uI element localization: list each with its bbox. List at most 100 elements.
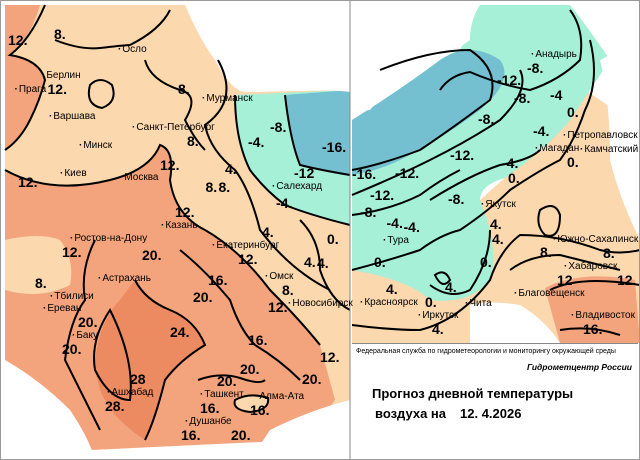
isotherm-label: 0. [567, 104, 579, 120]
city-label: Петропавловск [563, 130, 637, 141]
isotherm-label: -12 [294, 164, 315, 181]
white-south [5, 360, 95, 460]
white-polar [190, 5, 350, 92]
isotherm-label: 20. [193, 289, 213, 305]
isotherm-label: -4. [276, 195, 293, 211]
isotherm-label: 4. [432, 321, 444, 338]
isotherm-label: 8. [35, 275, 47, 291]
band-24-plus [95, 280, 205, 440]
isotherm-label: 4. [304, 254, 316, 270]
isotherm-label: 28 [130, 371, 146, 387]
isotherm-label: 4. [225, 161, 237, 177]
city-label: Красноярск [360, 297, 417, 308]
city-label: Хабаровск [564, 261, 617, 272]
city-label: Киев [60, 168, 86, 179]
isotherm-label: -12. [497, 72, 522, 88]
white-sea [470, 302, 560, 343]
isolines-right [351, 9, 640, 336]
city-label: Ереван [43, 303, 81, 314]
isotherm-label: 12. [175, 203, 195, 220]
isotherm-label: 8. [603, 244, 615, 261]
isotherm-label: 4. [492, 231, 504, 247]
city-label: Баку [72, 330, 98, 341]
forecast-date: 12. 4.2026 [460, 406, 522, 421]
city-label: Ростов-на-Дону [70, 233, 147, 244]
city-label: Южно-Сахалинск [553, 234, 638, 245]
city-label: Душанбе [185, 416, 231, 427]
isotherm-label: 20. [62, 341, 82, 357]
isotherm-label: 0. [425, 294, 437, 311]
city-label: Омск [265, 271, 293, 282]
isotherm-label: -8. [360, 204, 377, 220]
city-label: Прага [15, 84, 46, 95]
isotherm-label: -8. [448, 191, 465, 207]
isotherm-label: 20. [217, 372, 237, 389]
band-12-20 [5, 145, 335, 450]
isotherm-label: -4. [248, 134, 265, 150]
city-label: Варшава [49, 111, 95, 122]
isotherm-label: 12. [8, 32, 28, 48]
city-label: Новосибирск [288, 298, 352, 309]
agency-name: Федеральная служба по гидрометеорологии … [356, 348, 616, 355]
isotherm-label: 16. [248, 332, 268, 348]
city-label: Анадырь [531, 49, 577, 60]
city-label: Магадан [535, 143, 579, 154]
city-label: Осло [118, 44, 146, 55]
isotherm-label: -8. [514, 90, 531, 106]
city-label: Казань [161, 220, 197, 231]
map-title: Прогноз дневной температуры [372, 386, 574, 401]
isotherm-label: 12. [617, 272, 637, 288]
isotherm-label: 12. [268, 299, 288, 315]
city-label: Алма-Ата [255, 391, 304, 402]
subtitle-text: воздуха на [375, 406, 447, 421]
isotherm-label: 20. [78, 314, 98, 330]
city-label: Берлин [42, 70, 80, 81]
city-label: Астрахань [98, 273, 151, 284]
band-minus-12 [352, 50, 505, 175]
map-subtitle: воздуха на 12. 4.2026 [375, 406, 521, 421]
isotherm-label: 16. [583, 321, 603, 337]
isotherm-label: -4. [502, 155, 519, 171]
isotherm-label: 0. [327, 231, 339, 247]
isotherm-label: 12. [238, 251, 258, 267]
city-label: Иркутск [418, 310, 458, 321]
isotherm-label: 4. [317, 255, 329, 271]
isotherm-label: -16. [322, 139, 347, 155]
isotherm-label: -8. [527, 60, 544, 76]
isotherm-label: -12. [450, 147, 475, 163]
isotherm-label: -8. [270, 119, 287, 135]
city-label: Минск [79, 140, 112, 151]
city-label: Якутск [481, 199, 516, 210]
city-label: Тбилиси [50, 291, 93, 302]
isotherm-label: 16. [200, 399, 220, 416]
isotherm-label: 12. [320, 349, 340, 365]
isotherm-label: 0. [508, 170, 520, 186]
isotherm-label: -12. [395, 165, 420, 181]
isotherm-label: -16. [352, 166, 377, 182]
band-minus-12 [285, 90, 350, 175]
isotherm-label: 12. [160, 157, 180, 173]
isotherm-label: -8. [478, 111, 495, 127]
isotherm-label: -4 [550, 87, 563, 103]
isotherm-label: 12. [47, 81, 67, 97]
city-label: Ташкент [200, 389, 243, 400]
isotherm-label: 0. [480, 254, 492, 270]
city-label: Тура [383, 235, 409, 246]
isotherm-label: 8. [178, 81, 190, 97]
city-label: Москва [120, 172, 158, 183]
isotherm-label: 0. [567, 154, 579, 170]
white-south-east [250, 400, 350, 460]
band-0-8 [5, 236, 72, 294]
isotherm-label: 4. [445, 279, 457, 295]
city-label: Камчатский [580, 144, 638, 155]
city-label: Владивосток [571, 310, 635, 321]
isotherm-label: 20. [231, 426, 251, 443]
isotherm-label: -4. [403, 218, 420, 235]
isotherm-label: 8. [218, 179, 231, 195]
isotherm-label: 16. [250, 401, 270, 418]
center-name: Гидрометцентр России [526, 362, 632, 372]
city-label: Мурманск [202, 93, 252, 104]
isotherm-label: 12. [62, 244, 82, 260]
isotherm-label: -4. [386, 215, 403, 231]
